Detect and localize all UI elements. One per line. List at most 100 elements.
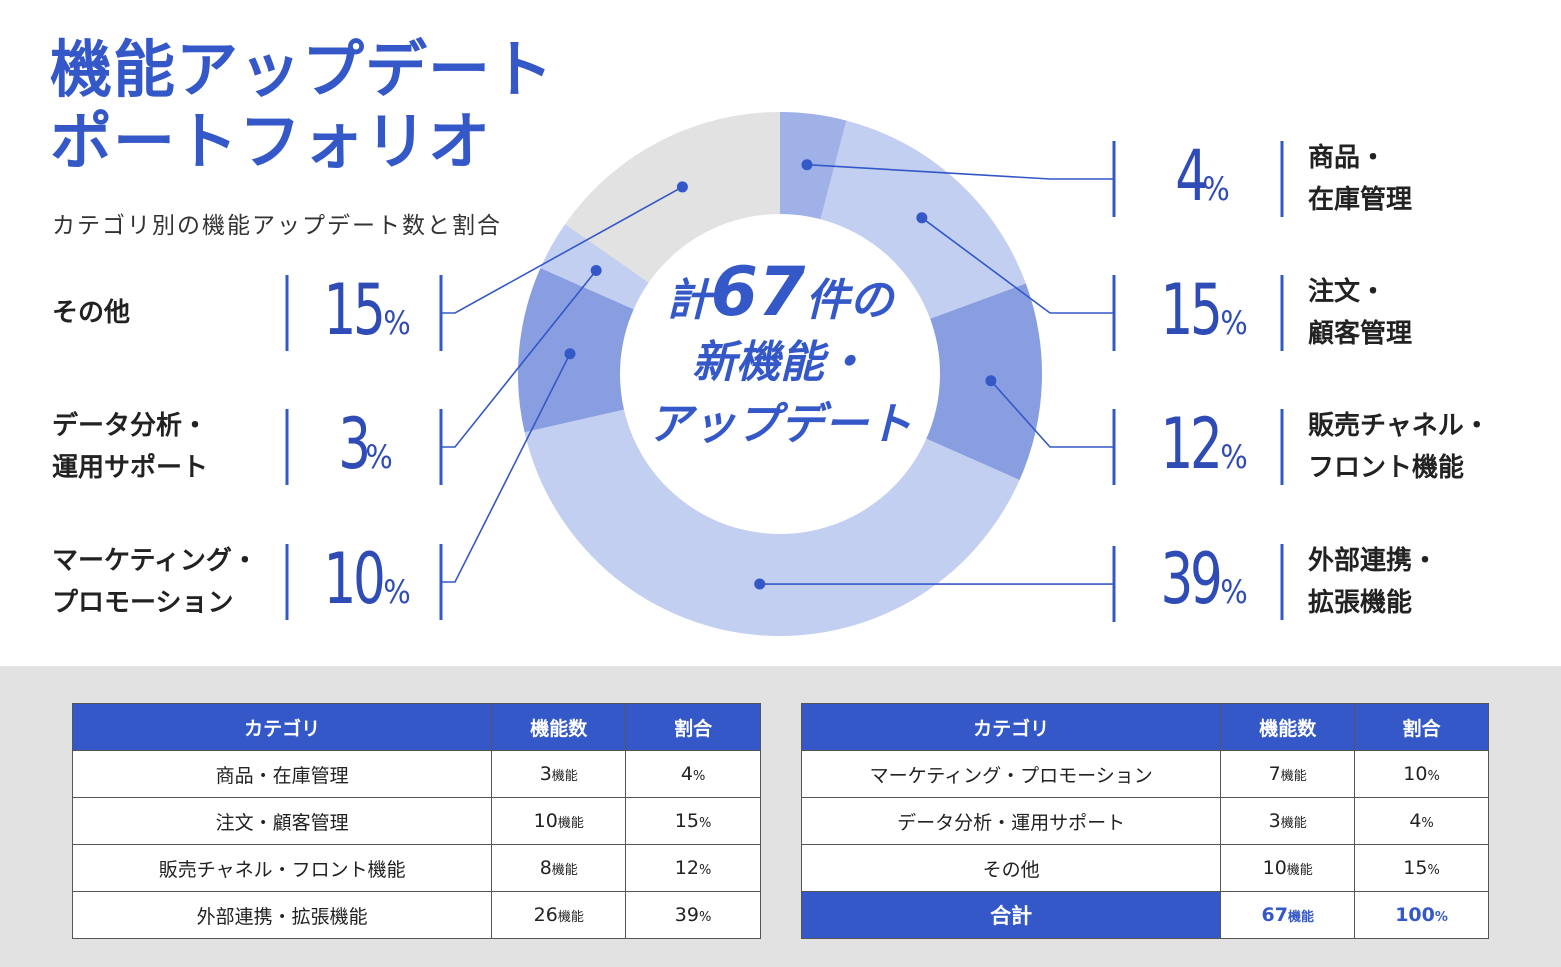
cell-ratio-unit: %	[692, 769, 706, 784]
table-header-row: カテゴリ 機能数 割合	[800, 703, 1489, 751]
cell-count-value: 10	[533, 810, 558, 832]
slice-label-line: 顧客管理	[1308, 319, 1413, 349]
cell-count: 10機能	[1220, 844, 1356, 892]
cell-count-unit: 機能	[557, 910, 584, 925]
percent-value: 39	[1160, 538, 1223, 620]
page-title: 機能アップデート ポートフォリオ	[50, 34, 554, 178]
cell-ratio-unit: %	[1421, 816, 1434, 831]
slice-label-line: データ分析・	[52, 411, 209, 441]
cell-count: 7機能	[1220, 750, 1356, 798]
slice-label-1: 注文・ 顧客管理	[1308, 271, 1548, 355]
col-header-ratio: 割合	[1354, 703, 1489, 751]
slice-label-line: 商品・	[1308, 143, 1387, 173]
slice-label-5: データ分析・ 運用サポート	[52, 405, 282, 489]
slice-percent-0: 4%	[1122, 135, 1280, 217]
cell-category: その他	[800, 844, 1222, 892]
col-header-count: 機能数	[491, 703, 627, 751]
cell-ratio-value: 15	[674, 810, 699, 832]
leader-line-5	[441, 269, 597, 448]
cell-category-value: その他	[982, 858, 1040, 881]
center-prefix: 計	[666, 275, 711, 326]
cell-count-value: 10	[1262, 857, 1287, 879]
chart-center-text: 計67件の 新機能・ アップデート	[620, 259, 940, 456]
cell-ratio: 10%	[1354, 750, 1489, 798]
slice-percent-1: 15%	[1122, 269, 1280, 351]
cell-category-value: 注文・顧客管理	[215, 811, 349, 834]
cell-total-ratio-value: 100	[1395, 904, 1435, 926]
percent-unit: %	[365, 438, 393, 476]
cell-ratio-value: 12	[674, 857, 699, 879]
cell-count-value: 8	[539, 857, 552, 879]
slice-label-line: 注文・	[1308, 277, 1387, 307]
cell-count-unit: 機能	[1280, 816, 1307, 831]
slice-percent-2: 12%	[1122, 403, 1280, 485]
cell-category: 販売チャネル・フロント機能	[71, 844, 493, 892]
cell-category-value: 販売チャネル・フロント機能	[158, 858, 406, 881]
center-suffix: 件の	[805, 275, 894, 326]
percent-value: 10	[323, 538, 386, 620]
percent-value: 3	[338, 403, 372, 485]
cell-count: 3機能	[491, 750, 627, 798]
leader-line-2	[990, 380, 1114, 448]
slice-label-6: その他	[52, 292, 282, 334]
cell-ratio-unit: %	[1427, 769, 1440, 784]
leader-line-0	[806, 163, 1114, 180]
cell-category: 外部連携・拡張機能	[71, 891, 493, 939]
percent-value: 12	[1160, 403, 1223, 485]
cell-ratio: 4%	[625, 750, 761, 798]
cell-count-unit: 機能	[557, 816, 584, 831]
cell-ratio-value: 15	[1403, 857, 1428, 879]
percent-unit: %	[1202, 170, 1230, 208]
cell-total-label: 合計	[800, 891, 1222, 939]
cell-total-ratio: 100%	[1354, 891, 1489, 939]
cell-ratio-unit: %	[698, 910, 712, 925]
leader-line-6	[441, 186, 683, 314]
title-line-1: 機能アップデート	[50, 33, 555, 106]
cell-category: データ分析・運用サポート	[800, 797, 1222, 845]
cell-count-unit: 機能	[1280, 769, 1307, 784]
center-total: 67	[710, 253, 806, 332]
cell-count-unit: 機能	[551, 863, 578, 878]
donut-slice-3	[524, 409, 1020, 636]
donut-slice-6	[565, 112, 780, 283]
slice-percent-6: 15%	[290, 269, 438, 351]
slice-label-0: 商品・ 在庫管理	[1308, 137, 1548, 221]
table-row: マーケティング・プロモーション 7機能 10%	[800, 750, 1489, 798]
percent-unit: %	[1220, 304, 1248, 342]
table-row: 商品・在庫管理 3機能 4%	[71, 750, 761, 798]
cell-category-value: マーケティング・プロモーション	[869, 764, 1153, 787]
table-total-row: 合計 67機能 100%	[800, 891, 1489, 939]
col-header-category: カテゴリ	[800, 703, 1222, 751]
leader-line-1	[921, 217, 1114, 314]
summary-table-right: カテゴリ 機能数 割合 マーケティング・プロモーション 7機能 10% データ分析・運…	[800, 703, 1489, 939]
cell-category-value: データ分析・運用サポート	[897, 811, 1126, 834]
slice-percent-5: 3%	[290, 403, 438, 485]
slice-label-line: 販売チャネル・	[1308, 411, 1490, 441]
donut-slice-2	[926, 283, 1042, 481]
cell-count: 10機能	[491, 797, 627, 845]
slice-label-line: 拡張機能	[1308, 588, 1413, 618]
percent-value: 15	[1160, 269, 1223, 351]
cell-total-ratio-unit: %	[1434, 910, 1448, 925]
summary-table-left: カテゴリ 機能数 割合 商品・在庫管理 3機能 4% 注文・顧客管理 10機能 15% 販売…	[71, 703, 761, 939]
cell-ratio-unit: %	[698, 816, 712, 831]
cell-count-unit: 機能	[1286, 863, 1313, 878]
percent-value: 15	[323, 269, 386, 351]
table-row: その他 10機能 15%	[800, 844, 1489, 892]
table-row: データ分析・運用サポート 3機能 4%	[800, 797, 1489, 845]
center-line-2: 新機能・	[692, 337, 868, 388]
slice-percent-3: 39%	[1122, 538, 1280, 620]
slice-label-line: プロモーション	[52, 588, 234, 618]
cell-category: 注文・顧客管理	[71, 797, 493, 845]
cell-category-value: 商品・在庫管理	[215, 764, 349, 787]
col-header-category: カテゴリ	[71, 703, 493, 751]
cell-count-value: 3	[1268, 810, 1281, 832]
cell-count-unit: 機能	[551, 769, 578, 784]
table-row: 注文・顧客管理 10機能 15%	[71, 797, 761, 845]
percent-unit: %	[1220, 438, 1248, 476]
cell-ratio: 12%	[625, 844, 761, 892]
cell-ratio-unit: %	[1427, 863, 1440, 878]
center-line-3: アップデート	[648, 399, 912, 450]
cell-count-value: 3	[539, 763, 552, 785]
cell-count: 3機能	[1220, 797, 1356, 845]
